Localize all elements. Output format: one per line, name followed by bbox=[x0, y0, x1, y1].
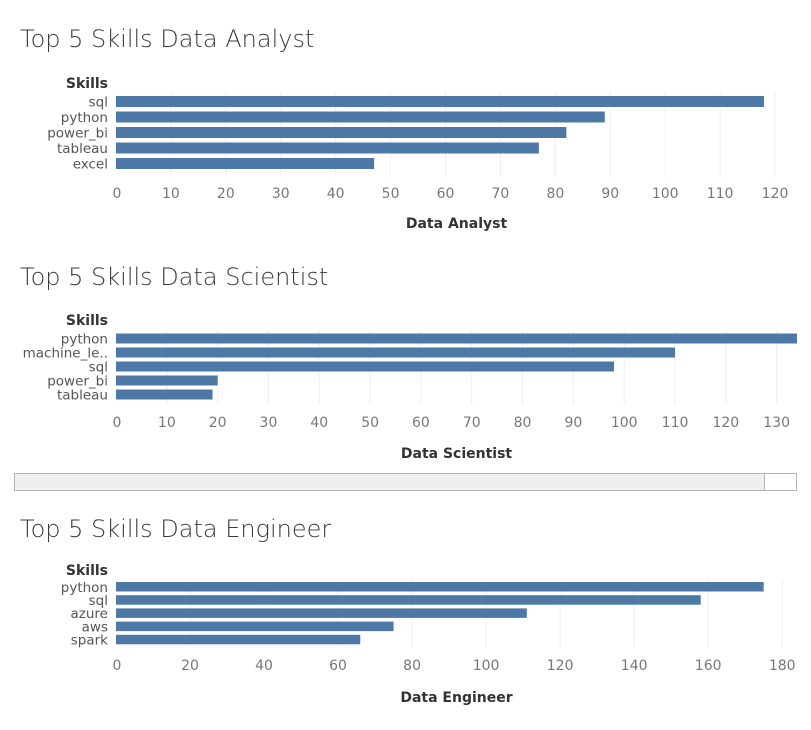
category-label: python bbox=[61, 110, 108, 126]
category-label: aws bbox=[82, 619, 108, 635]
x-tick-label: 70 bbox=[463, 415, 481, 431]
scrollbar-thumb[interactable] bbox=[15, 474, 765, 490]
x-axis-title: Data Analyst bbox=[406, 216, 508, 232]
x-tick-label: 160 bbox=[695, 658, 722, 674]
bar-aws bbox=[116, 621, 394, 632]
chart-title-data-analyst: Top 5 Skills Data Analyst bbox=[20, 25, 315, 53]
x-tick-label: 20 bbox=[181, 658, 199, 674]
horizontal-scrollbar[interactable] bbox=[14, 473, 797, 491]
x-tick-label: 100 bbox=[611, 415, 638, 431]
bar-excel bbox=[116, 158, 375, 169]
category-label: azure bbox=[71, 606, 108, 622]
category-label: power_bi bbox=[47, 374, 108, 390]
bars-group bbox=[116, 333, 797, 400]
chart-title-data-engineer: Top 5 Skills Data Engineer bbox=[20, 515, 332, 543]
category-label: power_bi bbox=[47, 126, 108, 142]
category-label: sql bbox=[89, 95, 108, 111]
bar-power-bi bbox=[116, 375, 218, 386]
x-tick-label: 40 bbox=[310, 415, 328, 431]
x-tick-label: 80 bbox=[546, 186, 564, 202]
x-tick-label: 20 bbox=[217, 186, 235, 202]
category-label: sql bbox=[89, 360, 108, 376]
category-label: python bbox=[61, 580, 108, 596]
x-axis-title: Data Scientist bbox=[401, 446, 513, 462]
x-tick-label: 20 bbox=[209, 415, 227, 431]
bar-tableau bbox=[116, 142, 539, 154]
x-axis-title: Data Engineer bbox=[400, 690, 512, 706]
category-label: python bbox=[61, 332, 108, 348]
x-tick-label: 100 bbox=[652, 186, 679, 202]
x-tick-label: 0 bbox=[113, 415, 122, 431]
x-tick-label: 120 bbox=[762, 186, 789, 202]
bars-group bbox=[116, 582, 764, 645]
bar-sql bbox=[116, 595, 701, 605]
bar-machine-le bbox=[116, 347, 676, 358]
y-axis-header: Skills bbox=[66, 76, 108, 92]
x-tick-label: 110 bbox=[662, 415, 689, 431]
x-tick-label: 60 bbox=[329, 658, 347, 674]
bar-chart-data-scientist: 0 10 20 30 40 50 60 70 80 90 100 110 120 130 pythonmac… bbox=[23, 313, 797, 462]
bar-sql bbox=[116, 96, 765, 107]
x-tick-label: 70 bbox=[492, 186, 510, 202]
x-tick-label: 120 bbox=[712, 415, 739, 431]
x-tick-label: 60 bbox=[412, 415, 430, 431]
x-tick-label: 100 bbox=[473, 658, 500, 674]
category-label: excel bbox=[73, 157, 108, 173]
bar-spark bbox=[116, 634, 361, 645]
bar-sql bbox=[116, 361, 615, 372]
x-tick-label: 0 bbox=[113, 658, 122, 674]
bar-power-bi bbox=[116, 127, 567, 138]
bar-python bbox=[116, 333, 797, 344]
x-tick-label: 80 bbox=[403, 658, 421, 674]
x-tick-label: 40 bbox=[255, 658, 273, 674]
x-tick-label: 80 bbox=[514, 415, 532, 431]
x-tick-label: 60 bbox=[437, 186, 455, 202]
x-tick-label: 50 bbox=[382, 186, 400, 202]
x-tick-label: 140 bbox=[621, 658, 648, 674]
x-tick-label: 180 bbox=[769, 658, 796, 674]
x-tick-label: 10 bbox=[158, 415, 176, 431]
x-tick-label: 40 bbox=[327, 186, 345, 202]
bar-python bbox=[116, 111, 605, 123]
x-tick-label: 30 bbox=[260, 415, 278, 431]
bar-python bbox=[116, 582, 764, 592]
category-label: spark bbox=[71, 633, 108, 649]
category-label: tableau bbox=[57, 388, 108, 404]
bars-group bbox=[116, 96, 765, 169]
y-axis-header: Skills bbox=[66, 563, 108, 579]
category-label: tableau bbox=[57, 141, 108, 157]
x-tick-label: 10 bbox=[162, 186, 180, 202]
bar-chart-data-analyst: 0 10 20 30 40 50 60 70 80 90 100 110 120 sqlpythonpow… bbox=[47, 76, 789, 232]
x-tick-label: 130 bbox=[763, 415, 790, 431]
x-tick-label: 0 bbox=[113, 186, 122, 202]
category-label: sql bbox=[89, 593, 108, 609]
category-label: machine_le.. bbox=[23, 346, 108, 362]
x-tick-label: 110 bbox=[707, 186, 734, 202]
x-tick-label: 90 bbox=[601, 186, 619, 202]
bar-azure bbox=[116, 608, 527, 618]
bar-tableau bbox=[116, 389, 213, 400]
x-tick-label: 30 bbox=[272, 186, 290, 202]
chart-title-data-scientist: Top 5 Skills Data Scientist bbox=[20, 263, 329, 291]
y-axis-header: Skills bbox=[66, 313, 108, 329]
x-tick-label: 50 bbox=[361, 415, 379, 431]
x-tick-label: 120 bbox=[547, 658, 574, 674]
x-tick-label: 90 bbox=[564, 415, 582, 431]
